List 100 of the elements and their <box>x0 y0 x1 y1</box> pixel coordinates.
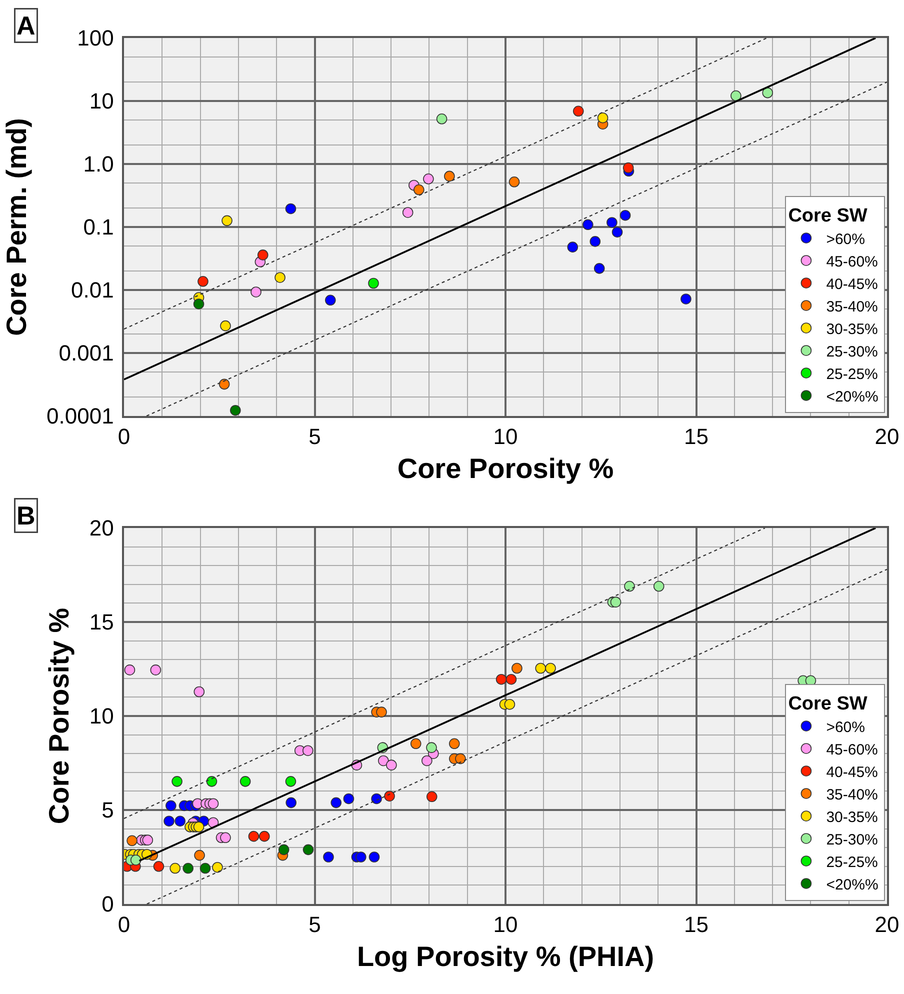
point <box>285 776 296 787</box>
point <box>194 686 205 698</box>
legend-label: 40-45% <box>826 764 878 781</box>
point <box>200 862 211 874</box>
point <box>220 320 231 332</box>
point <box>414 184 424 196</box>
point <box>198 276 208 287</box>
point <box>762 87 773 98</box>
x-tick-label: 10 <box>493 912 518 938</box>
point <box>426 791 438 802</box>
point <box>371 793 382 804</box>
x-tick-label: 20 <box>874 424 900 450</box>
legend-label: 35-40% <box>826 298 878 316</box>
point <box>506 674 517 685</box>
y-tick-label: 5 <box>102 798 114 823</box>
point <box>496 674 507 685</box>
point <box>302 844 314 856</box>
y-tick-label: 100 <box>77 26 114 51</box>
point <box>535 662 546 674</box>
y-tick-label: 0.001 <box>58 340 114 366</box>
point <box>323 852 334 862</box>
legend-label: 25-25% <box>826 366 878 383</box>
point <box>174 816 186 826</box>
point <box>208 798 219 810</box>
legend-label: 25-30% <box>826 831 878 848</box>
x-tick-label: 0 <box>118 912 130 938</box>
y-tick-label: 0.01 <box>71 278 114 303</box>
point <box>220 832 231 844</box>
point <box>126 835 138 846</box>
point <box>368 852 380 862</box>
legend-title: Core SW <box>788 694 868 715</box>
x-tick-label: 0 <box>118 424 130 450</box>
point <box>194 850 205 861</box>
point <box>386 760 397 770</box>
y-tick-label: 20 <box>89 516 114 541</box>
point <box>624 580 635 592</box>
x-tick-label: 15 <box>684 912 708 938</box>
x-axis-title: Core Porosity % <box>397 452 614 484</box>
point <box>212 862 223 873</box>
point <box>426 742 437 753</box>
point <box>278 844 290 856</box>
point <box>250 286 262 298</box>
point <box>206 776 218 787</box>
point <box>680 294 692 304</box>
x-tick-label: 10 <box>493 424 518 450</box>
legend-label: 45-60% <box>826 253 878 270</box>
point <box>166 800 176 812</box>
legend-label: 45-60% <box>826 741 878 758</box>
point <box>240 776 251 787</box>
point <box>582 219 594 230</box>
point <box>455 753 466 764</box>
point <box>612 226 623 238</box>
point <box>622 162 634 174</box>
point <box>572 106 584 117</box>
point <box>324 294 336 306</box>
point <box>153 861 164 872</box>
x-axis-title: Log Porosity % (PHIA) <box>356 940 654 972</box>
point <box>285 203 296 214</box>
point <box>448 738 460 750</box>
point <box>422 755 432 766</box>
text: A <box>16 10 36 40</box>
point <box>258 830 270 842</box>
point <box>124 664 136 676</box>
y-axis-title: Core Perm. (md) <box>0 118 32 336</box>
text: B <box>16 500 36 530</box>
point <box>402 207 414 218</box>
point <box>423 174 434 184</box>
point <box>142 834 154 846</box>
x-tick-label: 5 <box>308 912 321 938</box>
point <box>182 862 194 874</box>
y-tick-label: 0.1 <box>83 214 114 240</box>
point <box>730 90 742 102</box>
y-tick-label: 1.0 <box>83 152 114 177</box>
x-tick-label: 15 <box>684 424 708 450</box>
point <box>610 596 622 608</box>
point <box>218 378 230 390</box>
point <box>508 176 520 188</box>
point <box>504 698 516 710</box>
legend-title: Core SW <box>788 206 868 227</box>
point <box>130 854 142 866</box>
y-tick-label: 10 <box>89 704 114 729</box>
point <box>436 113 448 124</box>
point <box>286 797 296 808</box>
point <box>512 662 522 674</box>
point <box>368 278 379 289</box>
point <box>594 263 605 274</box>
point <box>257 250 268 260</box>
point <box>378 755 389 766</box>
legend-label: 25-25% <box>826 854 878 871</box>
point <box>274 272 286 283</box>
point <box>193 298 204 310</box>
point <box>545 662 556 674</box>
y-tick-label: 0 <box>102 892 114 917</box>
legend-label: >60% <box>826 718 865 736</box>
y-tick-label: 10 <box>89 88 114 114</box>
legend-label: 30-35% <box>826 808 878 826</box>
point <box>150 664 162 676</box>
point <box>172 776 182 787</box>
legend-label: 30-35% <box>826 320 878 338</box>
legend-label: >60% <box>826 230 865 248</box>
